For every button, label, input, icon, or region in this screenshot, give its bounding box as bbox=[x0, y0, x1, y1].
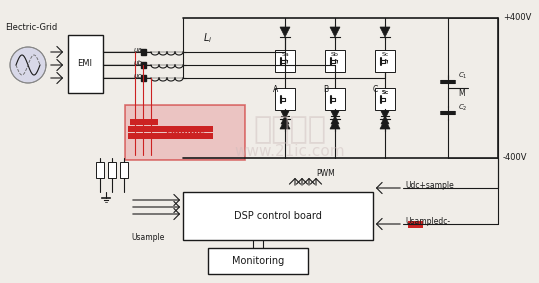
Text: Udc+sample: Udc+sample bbox=[405, 181, 454, 190]
Text: ub: ub bbox=[134, 60, 143, 66]
Text: C: C bbox=[373, 85, 378, 95]
Polygon shape bbox=[280, 119, 290, 129]
Polygon shape bbox=[331, 111, 339, 119]
Text: Sb: Sb bbox=[331, 52, 339, 57]
Bar bbox=[275, 88, 295, 110]
Text: A: A bbox=[273, 85, 278, 95]
Text: B: B bbox=[323, 85, 328, 95]
Bar bbox=[120, 162, 128, 178]
Text: uc: uc bbox=[134, 73, 142, 79]
Polygon shape bbox=[281, 111, 289, 119]
Text: EMI: EMI bbox=[78, 59, 93, 68]
Text: Usampledc-: Usampledc- bbox=[405, 218, 450, 226]
Polygon shape bbox=[381, 116, 389, 124]
Bar bbox=[128, 133, 213, 139]
Text: www.21ic.com: www.21ic.com bbox=[234, 145, 345, 160]
Text: Sa: Sa bbox=[281, 52, 289, 57]
Text: Sc: Sc bbox=[381, 52, 389, 57]
Bar bbox=[68, 35, 103, 93]
Text: PWM: PWM bbox=[316, 170, 335, 179]
Bar bbox=[325, 88, 345, 110]
Bar bbox=[141, 49, 146, 55]
Bar bbox=[125, 105, 245, 160]
Bar bbox=[408, 221, 423, 228]
Bar bbox=[141, 62, 146, 68]
Text: $C_1$: $C_1$ bbox=[458, 71, 467, 81]
Text: 电子屋界: 电子屋界 bbox=[253, 115, 327, 145]
Polygon shape bbox=[280, 27, 290, 37]
Polygon shape bbox=[330, 119, 340, 129]
Bar bbox=[375, 50, 395, 72]
Bar bbox=[375, 88, 395, 110]
Polygon shape bbox=[380, 27, 390, 37]
Text: Usample: Usample bbox=[132, 233, 165, 243]
Bar bbox=[208, 248, 308, 274]
Polygon shape bbox=[330, 27, 340, 37]
Polygon shape bbox=[281, 116, 289, 124]
Text: Isample: Isample bbox=[165, 128, 205, 136]
Text: Monitoring: Monitoring bbox=[232, 256, 284, 266]
Text: +400V: +400V bbox=[503, 14, 531, 23]
Bar bbox=[325, 50, 345, 72]
Bar bbox=[108, 162, 116, 178]
Text: -400V: -400V bbox=[503, 153, 528, 162]
Text: Sc: Sc bbox=[381, 89, 389, 95]
Bar bbox=[275, 50, 295, 72]
Text: DSP control board: DSP control board bbox=[234, 211, 322, 221]
Polygon shape bbox=[381, 111, 389, 119]
Bar bbox=[128, 126, 213, 132]
Text: $C_2$: $C_2$ bbox=[458, 103, 467, 113]
Polygon shape bbox=[331, 116, 339, 124]
Text: $L_i$: $L_i$ bbox=[203, 31, 213, 45]
Text: Sc: Sc bbox=[381, 89, 389, 95]
Bar bbox=[96, 162, 104, 178]
Text: Electric-Grid: Electric-Grid bbox=[5, 23, 57, 33]
Bar bbox=[183, 192, 373, 240]
Text: M: M bbox=[458, 89, 465, 98]
Bar bbox=[141, 75, 146, 81]
Text: ua: ua bbox=[134, 47, 143, 53]
Circle shape bbox=[10, 47, 46, 83]
Polygon shape bbox=[380, 119, 390, 129]
Bar bbox=[130, 119, 158, 125]
